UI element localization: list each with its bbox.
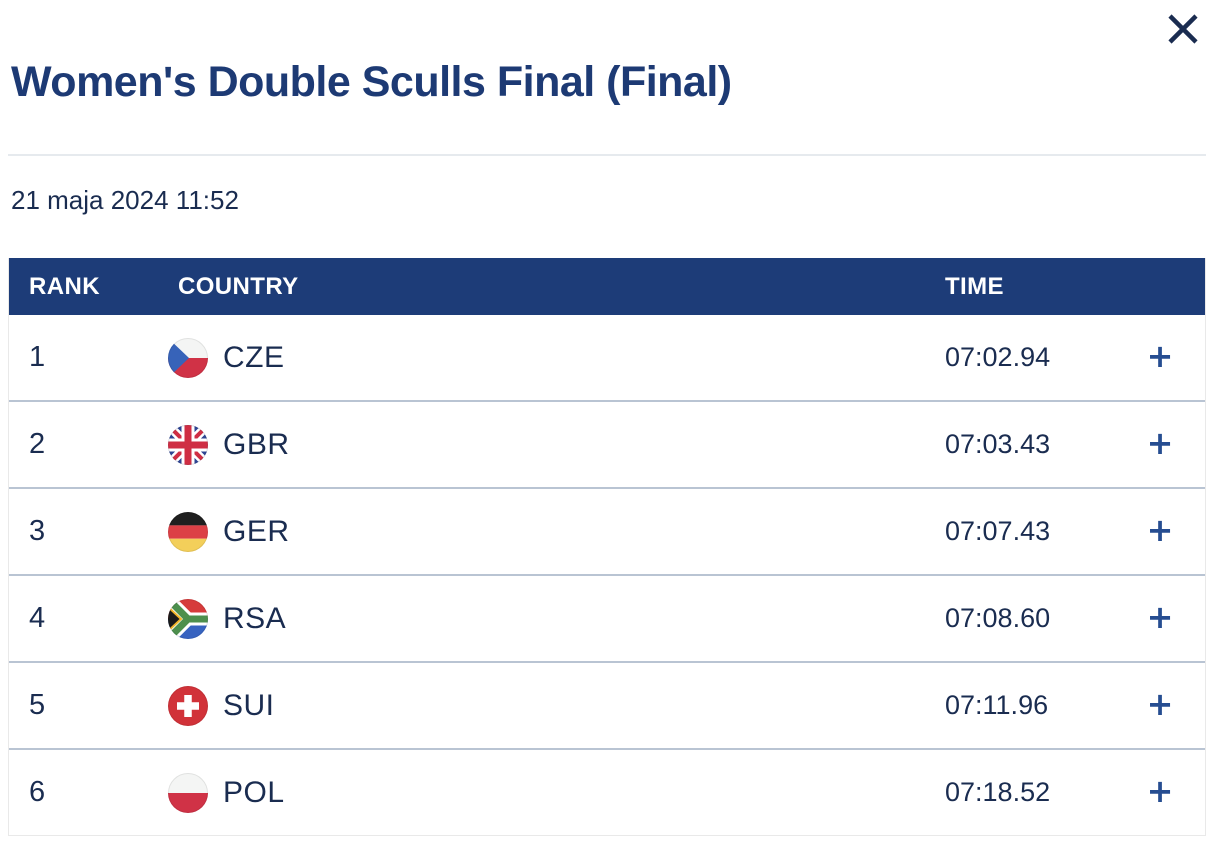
title-divider (8, 154, 1206, 156)
rank-value: 5 (29, 689, 46, 721)
table-row: 4 RSA 07:08.60 + (9, 574, 1205, 661)
expand-row-button[interactable]: + (1146, 771, 1174, 810)
time-value: 07:18.52 (945, 777, 1051, 807)
results-table: RANK COUNTRY TIME 1 CZE 07:02. (8, 258, 1206, 836)
race-datetime: 21 maja 2024 11:52 (11, 185, 239, 215)
expand-row-button[interactable]: + (1146, 684, 1174, 723)
flag-rsa-icon (168, 598, 208, 639)
table-row: 1 CZE 07:02.94 + (9, 315, 1205, 400)
rank-column-header: RANK (29, 272, 100, 300)
table-row: 3 GER 07:07.43 + (9, 487, 1205, 574)
time-value: 07:11.96 (945, 690, 1049, 720)
modal-header: Women's Double Sculls Final (Final) (8, 0, 1206, 108)
country-code: POL (223, 775, 285, 809)
time-value: 07:08.60 (945, 603, 1051, 633)
country-code: GBR (223, 427, 290, 461)
expand-row-button[interactable]: + (1146, 423, 1174, 462)
table-row: 2 GBR 07:03.43 + (9, 400, 1205, 487)
country-cell: GBR (168, 424, 945, 465)
flag-ger-icon (168, 511, 208, 552)
rank-value: 3 (29, 515, 46, 547)
table-row: 6 POL 07:18.52 + (9, 748, 1205, 835)
country-code: CZE (223, 340, 285, 374)
time-column-header: TIME (945, 272, 1004, 300)
country-code: RSA (223, 601, 287, 635)
flag-sui-icon (168, 685, 208, 726)
country-code: SUI (223, 688, 275, 722)
rank-value: 2 (29, 428, 46, 460)
time-value: 07:07.43 (945, 516, 1051, 546)
page-title: Women's Double Sculls Final (Final) (11, 58, 732, 106)
rank-value: 4 (29, 602, 46, 634)
rank-value: 1 (29, 341, 46, 373)
country-cell: GER (168, 511, 945, 552)
close-icon (1168, 14, 1198, 44)
flag-gbr-icon (168, 424, 208, 465)
table-row: 5 SUI 07:11.96 + (9, 661, 1205, 748)
country-cell: CZE (168, 337, 945, 378)
table-header-row: RANK COUNTRY TIME (9, 258, 1205, 315)
expand-row-button[interactable]: + (1146, 597, 1174, 636)
country-cell: RSA (168, 598, 945, 639)
time-value: 07:02.94 (945, 342, 1051, 372)
close-button[interactable] (1162, 8, 1204, 50)
flag-pol-icon (168, 772, 208, 813)
country-cell: POL (168, 772, 945, 813)
expand-row-button[interactable]: + (1146, 510, 1174, 549)
flag-cze-icon (168, 337, 208, 378)
country-column-header: COUNTRY (178, 272, 299, 300)
expand-row-button[interactable]: + (1146, 336, 1174, 375)
time-value: 07:03.43 (945, 429, 1051, 459)
country-code: GER (223, 514, 290, 548)
country-cell: SUI (168, 685, 945, 726)
rank-value: 6 (29, 776, 46, 808)
